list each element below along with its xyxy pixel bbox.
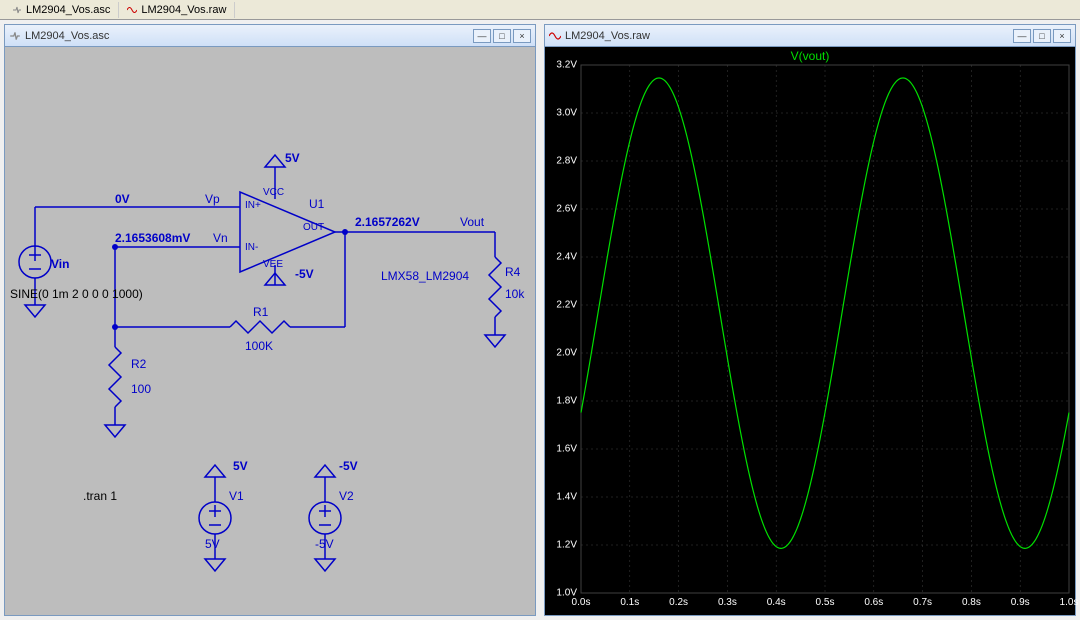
schematic-window: LM2904_Vos.asc — □ × <box>4 24 536 616</box>
x-tick-label: 0.6s <box>864 597 883 608</box>
comp-value-r1: 100K <box>245 339 273 353</box>
pin-inn: IN- <box>245 242 258 253</box>
waveform-title: LM2904_Vos.raw <box>561 30 1013 42</box>
comp-ref-u1: U1 <box>309 197 324 211</box>
comp-value-vin: SINE(0 1m 2 0 0 0 1000) <box>10 287 143 301</box>
comp-model-u1: LMX58_LM2904 <box>381 269 469 283</box>
waveform-window: LM2904_Vos.raw — □ × V(vout) 1.0V1.2V1.4… <box>544 24 1076 616</box>
comp-ref-r2: R2 <box>131 357 146 371</box>
minimize-button[interactable]: — <box>1013 29 1031 43</box>
comp-ref-v2: V2 <box>339 489 354 503</box>
maximize-button[interactable]: □ <box>1033 29 1051 43</box>
x-tick-label: 0.0s <box>572 597 591 608</box>
y-tick-label: 2.6V <box>556 204 577 215</box>
comp-value-v1: 5V <box>205 537 220 551</box>
x-tick-label: 0.1s <box>620 597 639 608</box>
pin-inp: IN+ <box>245 200 261 211</box>
y-tick-label: 2.8V <box>556 156 577 167</box>
net-label-vn-value: 2.1653608mV <box>115 231 190 245</box>
waveform-title-bar[interactable]: LM2904_Vos.raw — □ × <box>545 25 1075 47</box>
panes-container: LM2904_Vos.asc — □ × <box>0 20 1080 620</box>
y-tick-label: 1.4V <box>556 492 577 503</box>
y-tick-label: 2.0V <box>556 348 577 359</box>
y-tick-label: 3.0V <box>556 108 577 119</box>
y-tick-label: 1.2V <box>556 540 577 551</box>
x-tick-label: 0.4s <box>767 597 786 608</box>
net-label-vp: Vp <box>205 192 220 206</box>
waveform-file-icon <box>549 30 561 42</box>
comp-value-v2: -5V <box>315 537 334 551</box>
tab-raw[interactable]: LM2904_Vos.raw <box>119 2 235 18</box>
x-tick-label: 0.5s <box>816 597 835 608</box>
tab-label: LM2904_Vos.asc <box>26 4 110 16</box>
comp-ref-vin: Vin <box>51 257 69 271</box>
net-label-vout-value: 2.1657262V <box>355 215 420 229</box>
comp-ref-r1: R1 <box>253 305 268 319</box>
x-tick-label: 0.7s <box>913 597 932 608</box>
net-label-vp-value: 0V <box>115 192 130 206</box>
comp-ref-v1: V1 <box>229 489 244 503</box>
net-label-v1-top: 5V <box>233 459 248 473</box>
plot-canvas[interactable] <box>545 47 1075 615</box>
close-button[interactable]: × <box>513 29 531 43</box>
plot-area[interactable]: V(vout) 1.0V1.2V1.4V1.6V1.8V2.0V2.2V2.4V… <box>545 47 1075 615</box>
schematic-canvas[interactable]: 0V Vp 2.1653608mV Vn 2.1657262V Vout Vin… <box>5 47 535 615</box>
y-tick-label: 1.8V <box>556 396 577 407</box>
x-tick-label: 1.0s <box>1060 597 1079 608</box>
x-tick-label: 0.8s <box>962 597 981 608</box>
net-label-vn: Vn <box>213 231 228 245</box>
pin-out: OUT <box>303 222 324 233</box>
tab-asc[interactable]: LM2904_Vos.asc <box>4 2 119 18</box>
schematic-title: LM2904_Vos.asc <box>21 30 473 42</box>
tab-bar: LM2904_Vos.asc LM2904_Vos.raw <box>0 0 1080 20</box>
x-tick-label: 0.2s <box>669 597 688 608</box>
y-tick-label: 2.4V <box>556 252 577 263</box>
net-label-vout: Vout <box>460 215 484 229</box>
y-tick-label: 1.6V <box>556 444 577 455</box>
net-label-v2-top: -5V <box>339 459 358 473</box>
net-label-vee: -5V <box>295 267 314 281</box>
schematic-file-icon <box>9 30 21 42</box>
maximize-button[interactable]: □ <box>493 29 511 43</box>
tab-label: LM2904_Vos.raw <box>141 4 226 16</box>
net-label-vcc: 5V <box>285 151 300 165</box>
close-button[interactable]: × <box>1053 29 1071 43</box>
y-tick-label: 3.2V <box>556 60 577 71</box>
pin-vee: VEE <box>263 259 283 270</box>
schematic-file-icon <box>12 5 22 15</box>
spice-directive-tran: .tran 1 <box>83 489 117 503</box>
comp-value-r2: 100 <box>131 382 151 396</box>
pin-vcc: VCC <box>263 187 284 198</box>
y-tick-label: 2.2V <box>556 300 577 311</box>
x-tick-label: 0.3s <box>718 597 737 608</box>
minimize-button[interactable]: — <box>473 29 491 43</box>
comp-value-r4: 10k <box>505 287 524 301</box>
schematic-title-bar[interactable]: LM2904_Vos.asc — □ × <box>5 25 535 47</box>
x-tick-label: 0.9s <box>1011 597 1030 608</box>
waveform-file-icon <box>127 5 137 15</box>
comp-ref-r4: R4 <box>505 265 520 279</box>
